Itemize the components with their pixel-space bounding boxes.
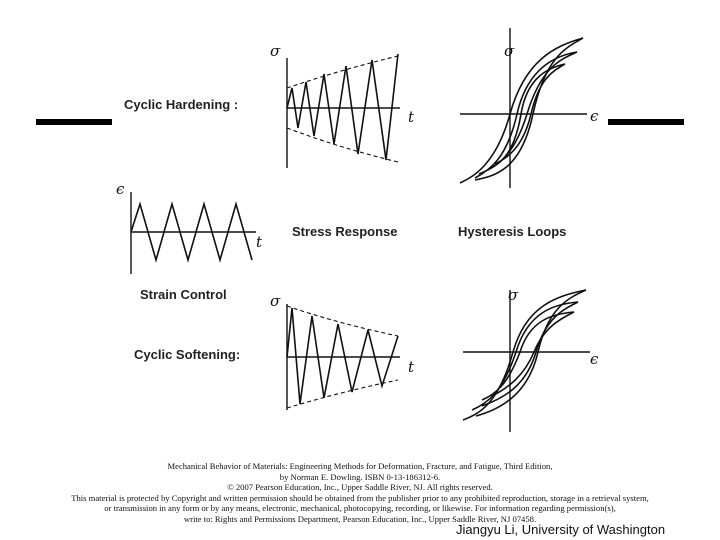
hardening-stress-plot [286, 53, 400, 168]
hardening-loop-2 [474, 51, 578, 179]
hardening-upper-envelope [286, 55, 399, 89]
hardening-loop-axis-epsilon: ϵ [590, 107, 599, 125]
softening-loop-2 [471, 301, 579, 411]
left-decorative-bar [36, 119, 114, 125]
softening-upper-envelope [286, 305, 399, 337]
hardening-loop-3 [490, 63, 566, 169]
right-decorative-bar [608, 119, 684, 125]
caption-line: write to: Rights and Permissions Departm… [183, 513, 537, 524]
caption-line: This material is protected by Copyright … [71, 492, 649, 503]
softening-stress-axis-t: t [408, 358, 415, 376]
softening-hysteresis-plot [462, 289, 590, 432]
stress-response-label: Stress Response [292, 224, 398, 239]
softening-loop-axis-epsilon: ϵ [590, 350, 599, 368]
hardening-lower-envelope [286, 127, 399, 163]
hardening-stress-waveform [286, 53, 399, 161]
caption-line: Mechanical Behavior of Materials: Engine… [167, 461, 553, 471]
softening-stress-plot [286, 304, 400, 410]
hardening-loop-1 [459, 37, 584, 184]
caption-line: by Norman E. Dowling. ISBN 0-13-186312-6… [279, 471, 441, 482]
hardening-stress-axis-t: t [408, 108, 415, 126]
strain-triangle-waveform [130, 201, 253, 263]
softening-loop-3 [481, 311, 575, 401]
softening-loop-axis-sigma: σ [508, 286, 519, 304]
hardening-loop-axis-sigma: σ [504, 42, 515, 60]
figure-caption: Mechanical Behavior of Materials: Engine… [30, 461, 690, 525]
strain-control-label: Strain Control [140, 287, 227, 302]
strain-control-plot [130, 192, 256, 274]
cyclic-softening-label: Cyclic Softening: [134, 347, 241, 362]
hysteresis-loops-label: Hysteresis Loops [458, 224, 567, 239]
strain-axis-epsilon: ϵ [116, 180, 125, 198]
caption-line: © 2007 Pearson Education, Inc., Upper Sa… [227, 482, 493, 493]
softening-stress-axis-sigma: σ [270, 292, 281, 310]
hardening-hysteresis-plot [459, 28, 587, 188]
caption-line: or transmission in any form or by any me… [104, 503, 616, 514]
hardening-stress-axis-sigma: σ [270, 42, 281, 60]
author-footer: Jiangyu Li, University of Washington [456, 522, 666, 537]
softening-loop-1 [462, 289, 587, 421]
cyclic-hardening-label: Cyclic Hardening : [124, 97, 239, 112]
softening-stress-waveform [286, 307, 399, 405]
softening-lower-envelope [286, 379, 399, 409]
strain-axis-t: t [256, 233, 263, 251]
